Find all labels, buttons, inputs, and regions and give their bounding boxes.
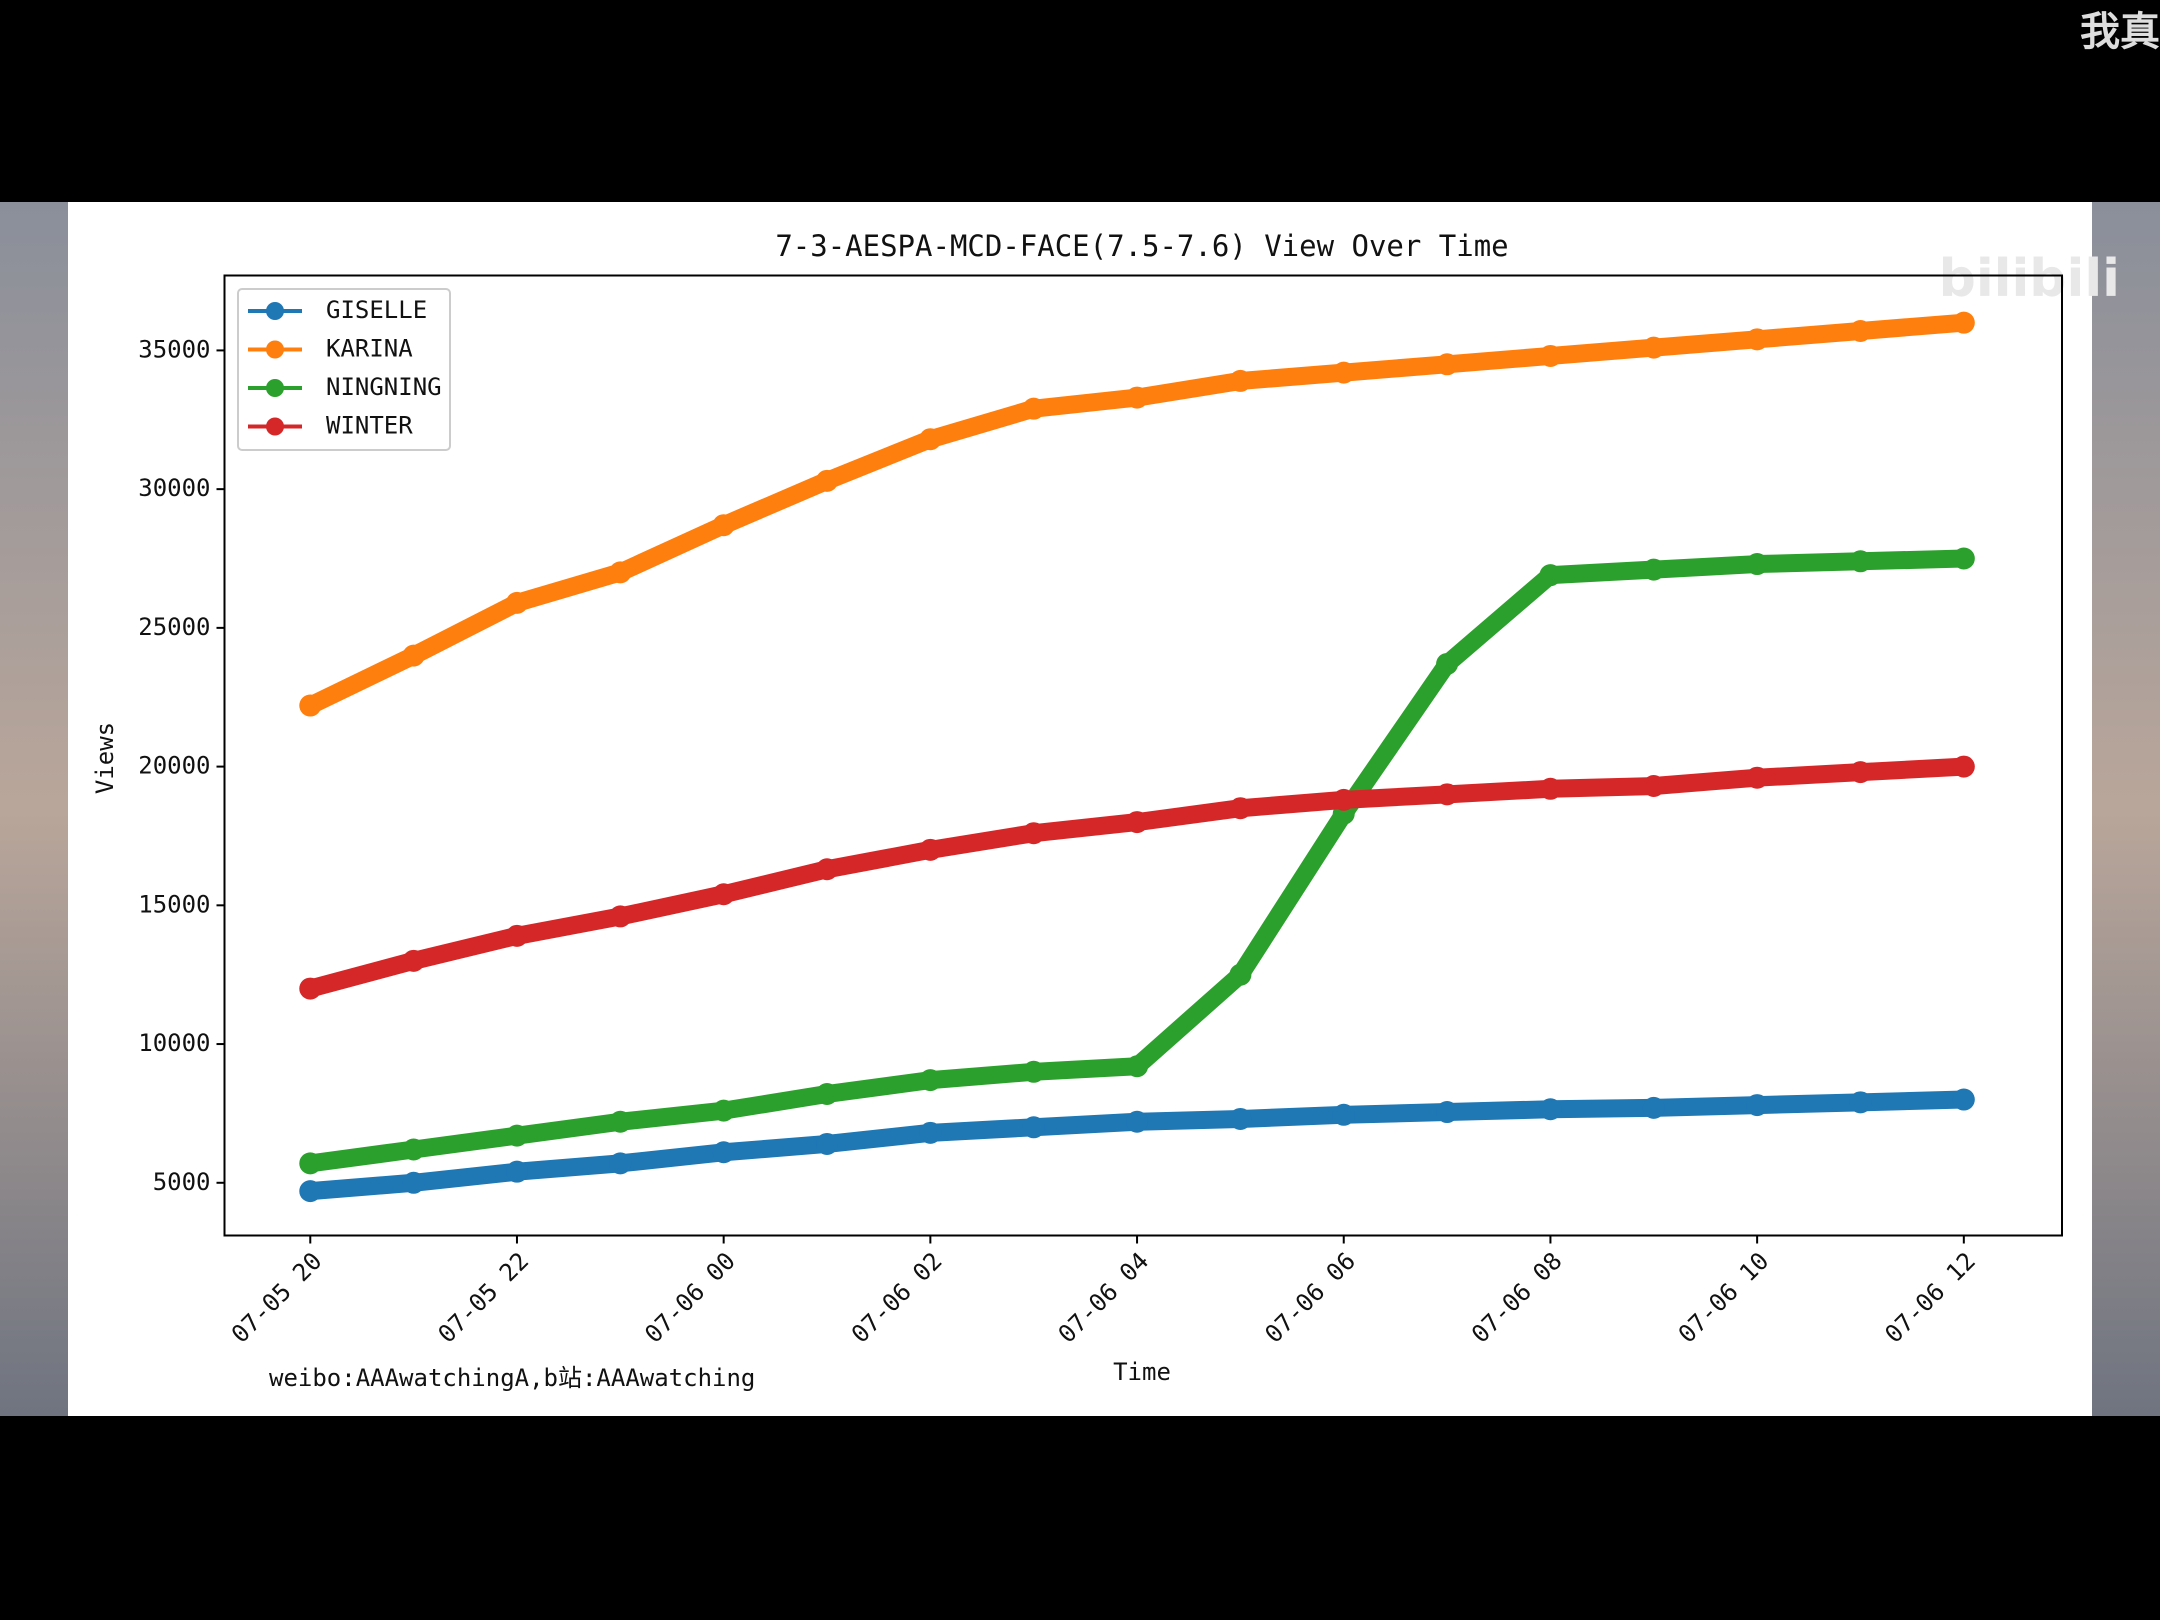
data-point [402,949,425,972]
legend-marker [266,340,284,359]
legend-marker [266,302,284,320]
data-point [609,561,632,584]
data-point [1332,788,1355,811]
data-point [505,591,528,614]
data-point [1436,783,1459,806]
data-point [1642,336,1665,359]
legend-label: KARINA [326,335,413,363]
data-point [299,977,322,1000]
data-point [1746,553,1769,576]
chart-title: 7-3-AESPA-MCD-FACE(7.5-7.6) View Over Ti… [775,229,1508,263]
data-point [402,644,425,667]
data-point [712,883,735,906]
data-point [1849,319,1872,342]
data-point [609,1110,632,1133]
data-point [1642,558,1665,581]
data-point [1539,1098,1562,1121]
data-point [1126,811,1149,834]
overlay-text: 我真 [2080,9,2160,55]
data-point [1126,1055,1149,1078]
data-point [1952,311,1975,334]
data-point [712,1099,735,1122]
data-point [1126,386,1149,409]
data-point [816,1132,839,1155]
x-axis-label: Time [1113,1358,1171,1386]
data-point [816,858,839,881]
y-tick-label: 5000 [153,1168,211,1196]
legend-label: WINTER [326,412,413,440]
y-tick-label: 15000 [138,890,210,918]
data-point [1849,1091,1872,1114]
data-point [505,924,528,947]
data-point [1746,1094,1769,1117]
data-point [1022,1060,1045,1083]
data-point [299,694,322,717]
data-point [1229,369,1252,392]
data-point [1642,1096,1665,1119]
data-point [299,1180,322,1203]
data-point [299,1152,322,1175]
data-point [919,1121,942,1144]
data-point [1952,547,1975,570]
data-point [402,1171,425,1194]
y-tick-label: 35000 [138,335,210,363]
data-point [1539,777,1562,800]
video-edge-right [2092,202,2160,1416]
legend-marker [266,379,284,397]
data-point [609,905,632,928]
data-point [1229,963,1252,986]
data-point [712,514,735,537]
data-point [1849,550,1872,573]
legend-box [237,288,451,451]
y-tick-label: 10000 [138,1029,210,1057]
y-tick-label: 20000 [138,752,210,780]
data-point [1436,353,1459,376]
data-point [1746,328,1769,351]
data-point [505,1124,528,1147]
data-point [712,1141,735,1164]
data-point [1952,755,1975,778]
footnote: weibo:AAAwatchingA,b站:AAAwatching [269,1364,755,1392]
legend-marker [266,417,284,436]
data-point [919,1069,942,1092]
legend-label: GISELLE [326,296,427,324]
y-axis-label: Views [91,722,119,794]
data-point [1229,1107,1252,1130]
data-point [1952,1088,1975,1111]
data-point [1022,397,1045,420]
data-point [816,469,839,492]
data-point [505,1160,528,1183]
watermark: bilibili [1939,249,2120,309]
data-point [919,838,942,861]
data-point [1849,761,1872,784]
y-tick-label: 25000 [138,613,210,641]
data-point [1332,361,1355,384]
data-point [1126,1110,1149,1133]
data-point [1332,1103,1355,1126]
data-point [919,428,942,451]
data-point [1022,1116,1045,1139]
data-point [1642,775,1665,798]
y-tick-label: 30000 [138,474,210,502]
data-point [402,1138,425,1161]
data-point [1022,822,1045,845]
data-point [816,1082,839,1105]
plot-frame [223,274,2063,1237]
data-point [1436,1101,1459,1124]
legend-label: NINGNING [326,373,442,401]
video-edge-left [0,202,68,1416]
data-point [609,1152,632,1175]
data-point [1539,344,1562,367]
data-point [1436,652,1459,675]
data-point [1229,797,1252,820]
data-point [1539,564,1562,587]
data-point [1746,766,1769,789]
